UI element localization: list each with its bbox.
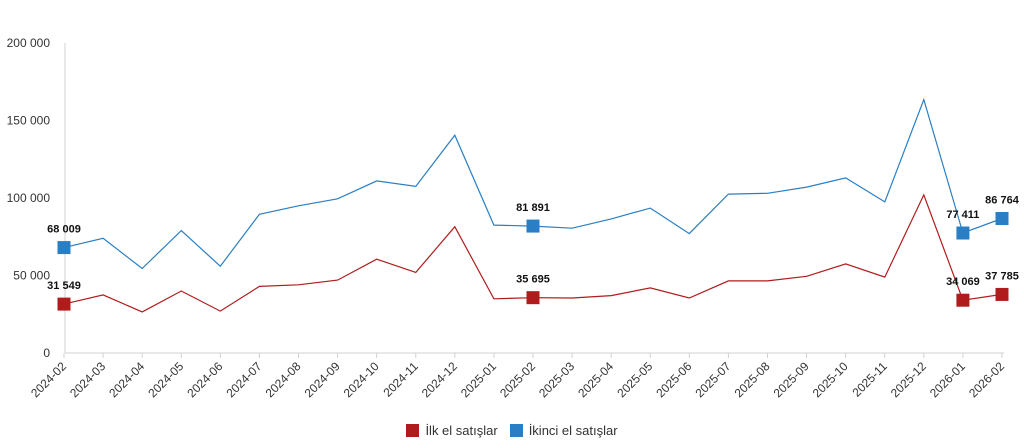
y-tick-label: 200 000: [7, 36, 51, 50]
x-tick-label: 2025-01: [458, 359, 499, 400]
x-tick-label: 2025-07: [692, 359, 733, 400]
data-label: 68 009: [47, 224, 81, 236]
x-tick-label: 2025-09: [771, 359, 812, 400]
series-line-2: [63, 97, 1003, 270]
data-label: 35 695: [516, 274, 550, 286]
series-markers: [57, 212, 1009, 311]
y-tick-label: 50 000: [13, 269, 50, 283]
data-label: 81 891: [516, 202, 550, 214]
x-axis: 2024-022024-032024-042024-052024-062024-…: [28, 352, 1007, 400]
legend-swatch: [406, 423, 420, 437]
x-tick-label: 2025-06: [653, 359, 694, 400]
legend-label: İkinci el satışlar: [528, 422, 618, 438]
y-tick-label: 100 000: [7, 191, 51, 205]
y-tick-label: 150 000: [7, 114, 51, 128]
data-label: 31 549: [47, 280, 81, 292]
x-tick-label: 2026-01: [927, 359, 968, 400]
legend-item: İlk el satışlar: [406, 422, 498, 438]
x-tick-label: 2025-04: [575, 359, 616, 400]
x-tick-label: 2025-08: [732, 359, 773, 400]
x-tick-label: 2024-08: [263, 359, 304, 400]
x-tick-label: 2025-12: [888, 359, 929, 400]
x-tick-label: 2024-11: [380, 359, 421, 400]
legend: İlk el satışlar İkinci el satışlar: [0, 420, 1024, 440]
x-tick-label: 2024-05: [145, 359, 186, 400]
data-label: 77 411: [946, 209, 979, 221]
x-tick-label: 2025-03: [536, 359, 577, 400]
data-point-marker: [526, 219, 540, 233]
x-tick-label: 2024-09: [302, 359, 343, 400]
legend-swatch: [509, 423, 523, 437]
x-tick-label: 2025-11: [849, 359, 890, 400]
x-tick-label: 2024-06: [184, 359, 225, 400]
y-axis: 0 50 000 100 000 150 000 200 000: [7, 36, 66, 360]
data-label: 86 764: [985, 195, 1020, 207]
data-point-marker: [526, 291, 540, 305]
data-labels: 31 549 35 695 34 069 37 785 68 009 81 891 77 4…: [47, 195, 1020, 293]
data-label: 34 069: [946, 276, 980, 288]
legend-label: İlk el satışlar: [425, 422, 498, 438]
x-tick-label: 2024-04: [106, 359, 147, 400]
data-point-marker: [57, 297, 71, 311]
x-tick-label: 2024-12: [419, 359, 460, 400]
data-point-marker: [956, 293, 970, 307]
y-tick-label: 0: [43, 346, 50, 360]
data-point-marker: [956, 226, 970, 240]
x-tick-label: 2026-02: [966, 359, 1007, 400]
legend-item: İkinci el satışlar: [509, 422, 618, 438]
x-tick-label: 2024-07: [223, 359, 264, 400]
data-label: 37 785: [985, 270, 1019, 282]
x-tick-label: 2024-02: [28, 359, 69, 400]
x-tick-label: 2024-03: [67, 359, 108, 400]
data-point-marker: [995, 287, 1009, 301]
x-tick-label: 2025-02: [497, 359, 538, 400]
data-point-marker: [995, 212, 1009, 226]
x-tick-label: 2025-10: [810, 359, 851, 400]
x-tick-label: 2024-10: [341, 359, 382, 400]
data-point-marker: [57, 241, 71, 255]
x-tick-label: 2025-05: [614, 359, 655, 400]
